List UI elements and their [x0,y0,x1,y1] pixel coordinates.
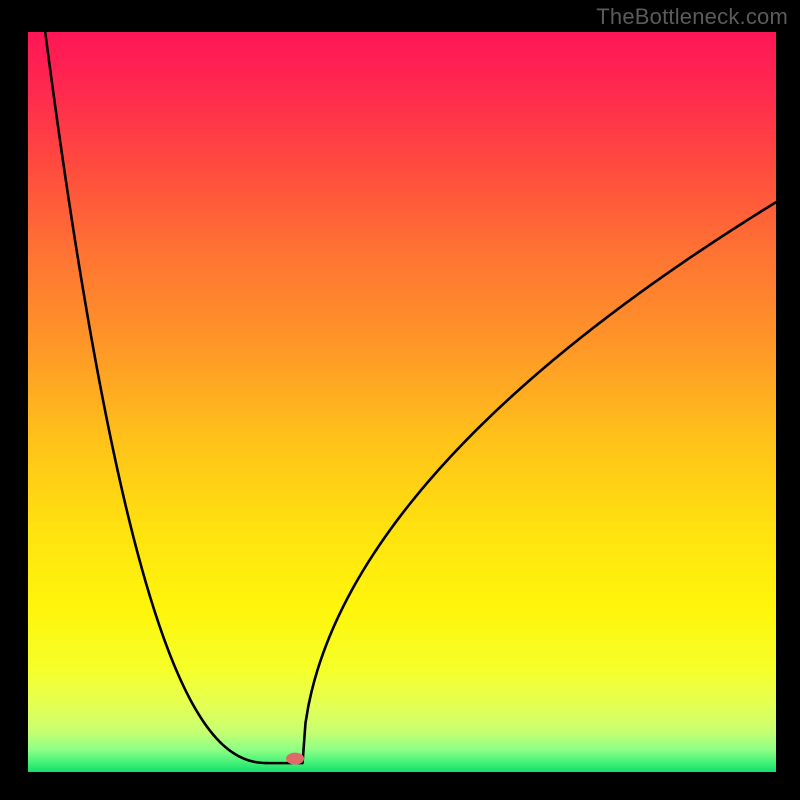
watermark-text: TheBottleneck.com [596,4,788,30]
chart-plot-area [28,32,776,772]
gradient-background [28,32,776,772]
